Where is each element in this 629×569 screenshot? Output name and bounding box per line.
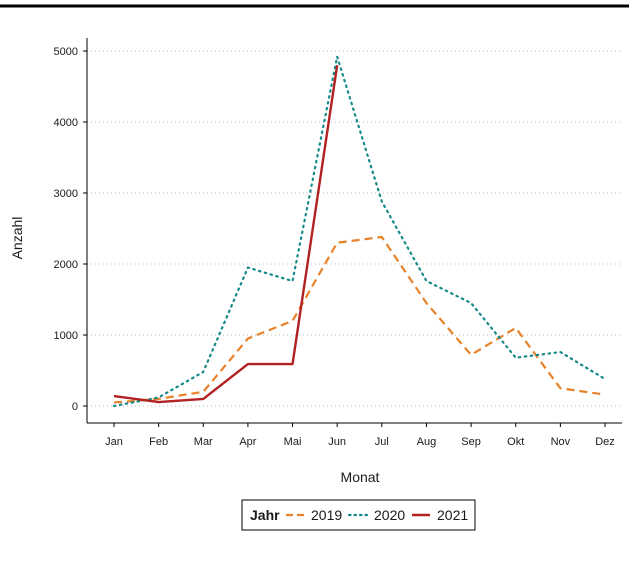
x-axis-label: Monat xyxy=(341,469,380,485)
series-line-2021 xyxy=(113,65,339,404)
legend: Jahr 2019 2020 2021 xyxy=(241,499,476,531)
gridlines xyxy=(87,50,622,407)
legend-label-2019: 2019 xyxy=(311,507,342,523)
x-tick-label-sep: Sep xyxy=(461,436,481,448)
x-tick-label-jun: Jun xyxy=(328,436,346,448)
legend-title: Jahr xyxy=(250,507,280,523)
x-tick-label-mai: Mai xyxy=(284,436,302,448)
x-tick-label-mar: Mar xyxy=(194,436,213,448)
series-line-2020 xyxy=(112,55,607,408)
x-tick-label-okt: Okt xyxy=(507,436,524,448)
x-tick-label-aug: Aug xyxy=(417,436,437,448)
y-tick-label-5000: 5000 xyxy=(54,46,78,58)
legend-label-2020: 2020 xyxy=(374,507,405,523)
y-tick-label-4000: 4000 xyxy=(54,117,78,129)
y-tick-label-2000: 2000 xyxy=(54,259,78,271)
x-tick-label-jul: Jul xyxy=(375,436,389,448)
legend-label-2021: 2021 xyxy=(437,507,468,523)
series-lines xyxy=(112,55,607,408)
x-tick-label-jan: Jan xyxy=(105,436,123,448)
x-tick-label-apr: Apr xyxy=(239,436,256,448)
y-tick-label-0: 0 xyxy=(72,401,78,413)
axes: 0 1000 2000 3000 4000 5000 Jan Feb Mar Apr Mai Jun J… xyxy=(54,38,622,448)
y-tick-label-1000: 1000 xyxy=(54,330,78,342)
legend-box xyxy=(241,499,476,531)
y-axis-label: Anzahl xyxy=(9,217,25,260)
x-tick-label-nov: Nov xyxy=(551,436,571,448)
x-tick-label-dez: Dez xyxy=(595,436,615,448)
series-line-2019 xyxy=(113,235,606,404)
x-tick-label-feb: Feb xyxy=(149,436,168,448)
y-tick-label-3000: 3000 xyxy=(54,188,78,200)
